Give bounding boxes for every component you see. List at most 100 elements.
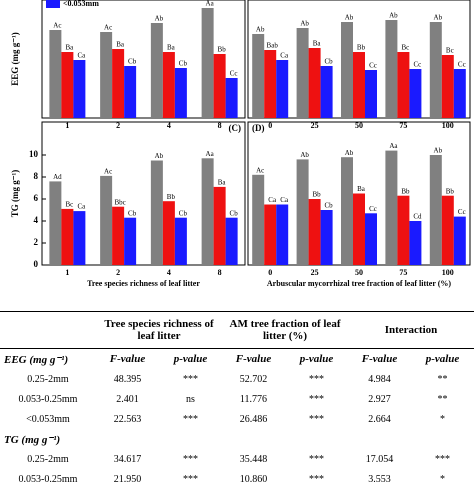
bar xyxy=(201,158,214,265)
bar xyxy=(353,193,365,265)
value-label: Ba xyxy=(167,44,176,52)
table-cell: *** xyxy=(183,453,198,465)
table-cell: 2.401 xyxy=(116,393,139,405)
bar xyxy=(73,60,86,118)
value-label: Bb xyxy=(167,193,176,201)
value-label: Bc xyxy=(446,47,454,55)
bar xyxy=(296,28,309,118)
x-tick-label: 100 xyxy=(442,121,454,130)
value-label: Cc xyxy=(230,70,238,78)
table-cell: ns xyxy=(186,393,195,405)
value-label: Ab xyxy=(434,147,443,155)
bar xyxy=(341,22,353,118)
value-label: Aa xyxy=(206,0,215,8)
bar xyxy=(276,60,289,118)
column-header: p-value xyxy=(425,353,460,365)
table-cell: *** xyxy=(309,473,324,485)
column-header: F-value xyxy=(235,353,272,365)
bar xyxy=(320,210,333,265)
bar xyxy=(225,217,238,265)
value-label: Ac xyxy=(53,22,61,30)
bar xyxy=(441,55,454,118)
bar xyxy=(150,160,163,265)
bar xyxy=(320,66,333,118)
table-cell: ** xyxy=(437,373,448,385)
value-label: Bb xyxy=(401,187,410,195)
value-label: Ab xyxy=(345,14,354,22)
x-tick-label: 2 xyxy=(116,268,120,277)
value-label: Ac xyxy=(256,166,264,174)
bar xyxy=(162,52,175,118)
table-cell: 4.984 xyxy=(368,373,391,385)
table-cell: * xyxy=(440,413,445,425)
value-label: Bab xyxy=(267,42,279,50)
table-cell: 17.054 xyxy=(365,453,394,465)
value-label: Bb xyxy=(218,46,227,54)
group-header: Interaction xyxy=(348,311,474,349)
group-header: AM tree fraction of leaf litter (%) xyxy=(222,311,348,349)
table-cell: 2.664 xyxy=(368,413,391,425)
y-tick-label: 2 xyxy=(34,237,39,247)
bar xyxy=(409,69,422,118)
value-label: Ca xyxy=(280,52,289,60)
table-cell: 52.702 xyxy=(239,373,268,385)
header-cell xyxy=(0,311,96,349)
value-label: Ab xyxy=(300,20,309,28)
value-label: Ab xyxy=(345,149,354,157)
table-cell: *** xyxy=(183,373,198,385)
y-axis-label: EEG (mg g⁻¹) xyxy=(10,32,20,85)
y-tick-label: 10 xyxy=(29,149,39,159)
value-label: Ad xyxy=(53,173,62,181)
bar xyxy=(49,30,62,118)
value-label: Cb xyxy=(128,58,137,66)
y-axis-label: TG (mg g⁻¹) xyxy=(10,170,20,217)
table-cell: 21.950 xyxy=(113,473,142,485)
plot-frame xyxy=(41,121,246,266)
table-cell: 2.927 xyxy=(368,393,391,405)
value-label: Cc xyxy=(369,62,377,70)
value-label: Ba xyxy=(313,40,322,48)
value-label: Bb xyxy=(313,191,322,199)
bar xyxy=(100,175,113,265)
plot-frame xyxy=(41,0,246,119)
row-label: <0.053mm xyxy=(26,413,70,425)
x-tick-label: 0 xyxy=(268,268,272,277)
value-label: Bc xyxy=(65,201,73,209)
bar xyxy=(252,34,265,118)
x-tick-label: 75 xyxy=(399,268,407,277)
table-cell: *** xyxy=(183,473,198,485)
value-label: Cc xyxy=(458,208,466,216)
value-label: Aa xyxy=(206,150,215,158)
x-tick-label: 8 xyxy=(218,268,222,277)
x-tick-label: 50 xyxy=(355,121,363,130)
bar xyxy=(100,32,113,118)
bar xyxy=(341,157,353,265)
x-tick-label: 25 xyxy=(311,121,319,130)
bar xyxy=(213,186,226,265)
table-cell: 48.395 xyxy=(113,373,142,385)
row-label: 0.053-0.25mm xyxy=(18,393,78,405)
x-tick-label: 1 xyxy=(65,268,69,277)
y-tick-label: 0 xyxy=(34,259,39,269)
table-cell: 3.553 xyxy=(368,473,391,485)
value-label: Cc xyxy=(458,61,466,69)
bar xyxy=(453,216,466,265)
bar xyxy=(252,174,265,265)
y-tick-label: 4 xyxy=(34,215,39,225)
value-label: Ba xyxy=(65,44,74,52)
bar xyxy=(225,78,238,118)
table-cell: 34.617 xyxy=(113,453,142,465)
value-label: Ca xyxy=(280,196,289,204)
column-header: p-value xyxy=(173,353,208,365)
bar xyxy=(397,52,410,118)
legend-label: <0.053mm xyxy=(63,0,99,8)
bar xyxy=(409,221,422,265)
bar xyxy=(385,20,398,118)
x-tick-label: 1 xyxy=(65,121,69,130)
table-cell: *** xyxy=(309,393,324,405)
table-cell: 11.776 xyxy=(239,393,268,405)
bar xyxy=(112,206,125,265)
value-label: Cb xyxy=(179,209,188,217)
value-label: Cb xyxy=(230,209,239,217)
